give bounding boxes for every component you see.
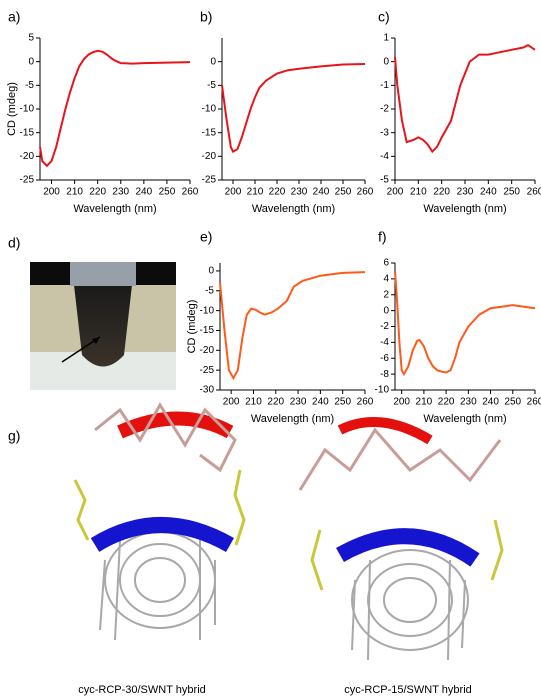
x-tick-label: 230 — [457, 187, 474, 198]
y-tick-label: -20 — [200, 345, 215, 356]
panel-label: c) — [378, 9, 390, 25]
y-tick-label: -15 — [20, 127, 35, 138]
y-tick-label: -1 — [380, 80, 389, 91]
x-tick-label: 210 — [66, 187, 83, 198]
y-tick-label: -20 — [202, 151, 217, 162]
x-tick-label: 260 — [182, 187, 199, 198]
x-tick-label: 260 — [527, 187, 541, 198]
x-tick-label: 250 — [159, 187, 176, 198]
x-tick-label: 240 — [312, 397, 329, 408]
cd-line — [219, 271, 366, 381]
x-axis-label: Wavelength (nm) — [73, 203, 156, 215]
cd-line — [394, 43, 536, 154]
y-tick-label: -5 — [25, 80, 34, 91]
x-tick-label: 260 — [357, 397, 374, 408]
panel-label: g) — [8, 428, 20, 444]
y-tick-label: -10 — [375, 385, 390, 396]
y-tick-label: 0 — [383, 56, 389, 67]
x-tick-label: 210 — [245, 397, 262, 408]
x-tick-label: 200 — [43, 187, 60, 198]
cd-line — [39, 49, 191, 168]
x-tick-label: 240 — [480, 187, 497, 198]
y-tick-label: -4 — [380, 337, 389, 348]
x-tick-label: 230 — [460, 397, 477, 408]
x-axis-label: Wavelength (nm) — [423, 203, 506, 215]
y-tick-label: -5 — [207, 80, 216, 91]
x-tick-label: 220 — [269, 187, 286, 198]
y-tick-label: 2 — [383, 289, 389, 300]
y-axis-label: CD (mdeg) — [6, 82, 18, 136]
x-tick-label: 210 — [410, 187, 427, 198]
y-tick-label: -25 — [200, 365, 215, 376]
x-tick-label: 220 — [267, 397, 284, 408]
x-tick-label: 240 — [482, 397, 499, 408]
y-tick-label: 0 — [208, 266, 214, 277]
x-tick-label: 200 — [393, 397, 410, 408]
x-tick-label: 230 — [291, 187, 308, 198]
y-tick-label: -10 — [202, 104, 217, 115]
x-tick-label: 210 — [247, 187, 264, 198]
x-tick-label: 210 — [416, 397, 433, 408]
x-tick-label: 230 — [112, 187, 129, 198]
y-tick-label: -30 — [200, 385, 215, 396]
y-tick-label: -20 — [20, 151, 35, 162]
panel-label: f) — [378, 229, 387, 245]
y-tick-label: -4 — [380, 151, 389, 162]
y-tick-label: -2 — [380, 321, 389, 332]
y-tick-label: -25 — [202, 175, 217, 186]
x-tick-label: 200 — [225, 187, 242, 198]
caption: cyc-RCP-30/SWNT hybrid — [78, 684, 206, 696]
panel-label: e) — [200, 229, 212, 245]
y-tick-label: -5 — [380, 175, 389, 186]
panel-label: b) — [200, 9, 212, 25]
x-tick-label: 240 — [313, 187, 330, 198]
x-tick-label: 260 — [357, 187, 374, 198]
x-tick-label: 200 — [223, 397, 240, 408]
x-tick-label: 260 — [527, 397, 541, 408]
y-tick-label: -25 — [20, 175, 35, 186]
y-tick-label: -10 — [20, 104, 35, 115]
y-tick-label: 0 — [28, 56, 34, 67]
y-tick-label: -2 — [380, 104, 389, 115]
y-tick-label: -15 — [202, 127, 217, 138]
molecular-model — [73, 402, 504, 661]
y-tick-label: 6 — [383, 258, 389, 269]
y-tick-label: -10 — [200, 305, 215, 316]
x-tick-label: 230 — [290, 397, 307, 408]
x-axis-label: Wavelength (nm) — [423, 413, 506, 425]
x-tick-label: 250 — [334, 397, 351, 408]
x-axis-label: Wavelength (nm) — [252, 203, 335, 215]
x-tick-label: 240 — [136, 187, 153, 198]
cd-line — [394, 270, 536, 377]
y-tick-label: 0 — [383, 305, 389, 316]
y-tick-label: 4 — [383, 274, 389, 285]
y-tick-label: -5 — [205, 285, 214, 296]
y-tick-label: -6 — [380, 353, 389, 364]
x-tick-label: 250 — [503, 187, 520, 198]
y-tick-label: 0 — [210, 56, 216, 67]
photo — [30, 262, 176, 390]
panel-label: d) — [8, 235, 20, 251]
x-tick-label: 220 — [433, 187, 450, 198]
x-tick-label: 250 — [504, 397, 521, 408]
y-tick-label: -3 — [380, 127, 389, 138]
y-tick-label: 1 — [383, 33, 389, 44]
y-axis-label: CD (mdeg) — [186, 300, 198, 354]
x-tick-label: 200 — [387, 187, 404, 198]
y-tick-label: -8 — [380, 369, 389, 380]
y-tick-label: -15 — [200, 325, 215, 336]
x-tick-label: 220 — [89, 187, 106, 198]
caption: cyc-RCP-15/SWNT hybrid — [344, 684, 472, 696]
x-axis-label: Wavelength (nm) — [251, 413, 334, 425]
x-tick-label: 250 — [335, 187, 352, 198]
cd-line — [221, 63, 366, 153]
panel-label: a) — [8, 9, 20, 25]
y-tick-label: 5 — [28, 33, 34, 44]
x-tick-label: 220 — [438, 397, 455, 408]
